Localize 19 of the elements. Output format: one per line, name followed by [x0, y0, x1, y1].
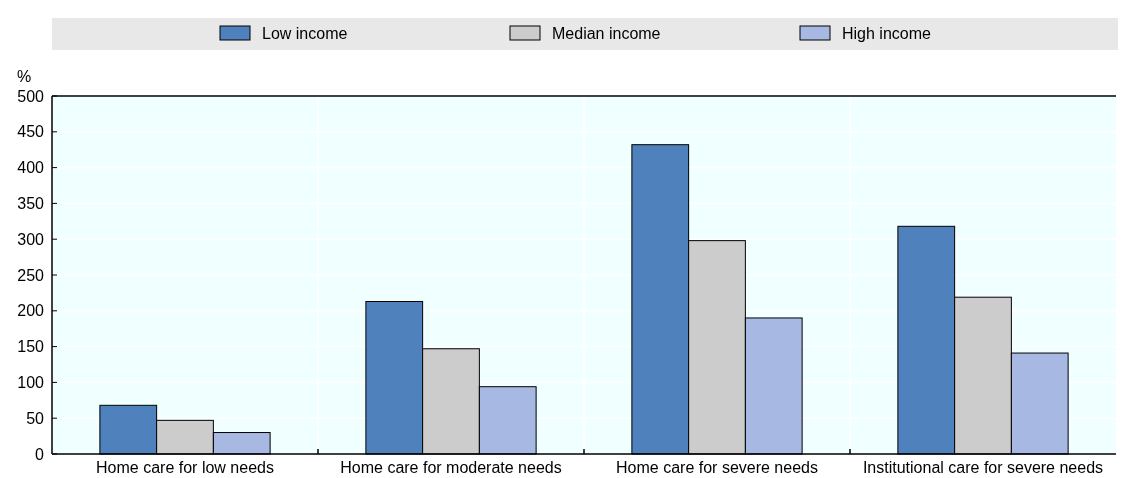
y-tick-label: 200: [17, 302, 45, 320]
y-tick-label: 150: [17, 338, 45, 356]
x-tick-label: Home care for severe needs: [616, 459, 818, 476]
y-tick-label: 0: [35, 445, 45, 463]
y-tick-label: 100: [17, 373, 45, 391]
legend-label: Low income: [262, 24, 348, 42]
y-tick-label: 50: [26, 409, 45, 427]
x-tick-label: Institutional care for severe needs: [862, 459, 1104, 476]
y-axis-title: %: [16, 68, 32, 85]
y-tick-label: 250: [17, 266, 45, 284]
y-tick-label: 400: [17, 159, 45, 177]
x-tick-label: Home care for moderate needs: [340, 459, 562, 476]
legend-label: Median income: [552, 24, 661, 42]
y-tick-label: 450: [17, 123, 45, 141]
y-tick-label: 350: [17, 194, 45, 212]
y-tick-label: 300: [17, 230, 45, 248]
legend-label: High income: [842, 24, 932, 42]
x-tick-label: Home care for low needs: [96, 459, 274, 476]
y-tick-label: 500: [17, 87, 45, 105]
